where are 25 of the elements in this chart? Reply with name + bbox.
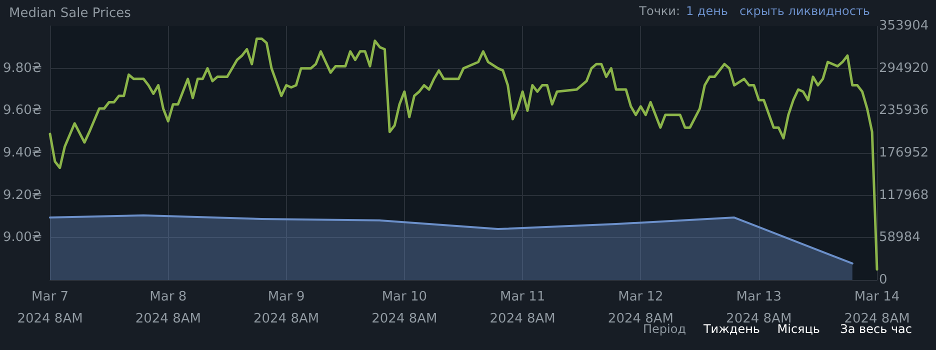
- text: За весь час: [840, 322, 912, 336]
- x-tick-label: Mar 8 2024 8AM: [135, 290, 201, 326]
- y2-tick-label: 353904: [879, 18, 929, 34]
- x-tick-label: Mar 10 2024 8AM: [372, 290, 438, 326]
- y-tick-label: 9.60₴: [2, 103, 42, 118]
- y2-tick-label: 235936: [879, 103, 929, 118]
- y2-tick-label: 176952: [879, 146, 929, 160]
- line-series: [48, 37, 878, 271]
- y2-tick-label: 294920: [879, 60, 929, 76]
- text: скрыть ликвидность: [739, 4, 870, 18]
- text: Тиждень: [703, 322, 760, 336]
- y-tick-label: 9.20₴: [2, 188, 42, 203]
- y2-tick-label: 58984: [879, 230, 920, 246]
- y-tick-label: 9.40₴: [2, 146, 42, 160]
- text: 1 день: [686, 4, 728, 18]
- x-tick-label: Mar 9 2024 8AM: [253, 290, 320, 326]
- x-tick-label: Mar 7 2024 8AM: [17, 290, 83, 326]
- y-tick-label: 9.00₴: [2, 230, 42, 246]
- chart-title: Median Sale Prices: [9, 6, 132, 21]
- x-tick-label: Mar 11 2024 8AM: [490, 290, 556, 326]
- text: Точки:: [639, 4, 680, 18]
- y2-tick-label: 0: [879, 272, 888, 288]
- text: Період: [643, 322, 686, 336]
- y-tick-label: 9.80₴: [2, 60, 42, 76]
- y2-tick-label: 117968: [879, 188, 929, 203]
